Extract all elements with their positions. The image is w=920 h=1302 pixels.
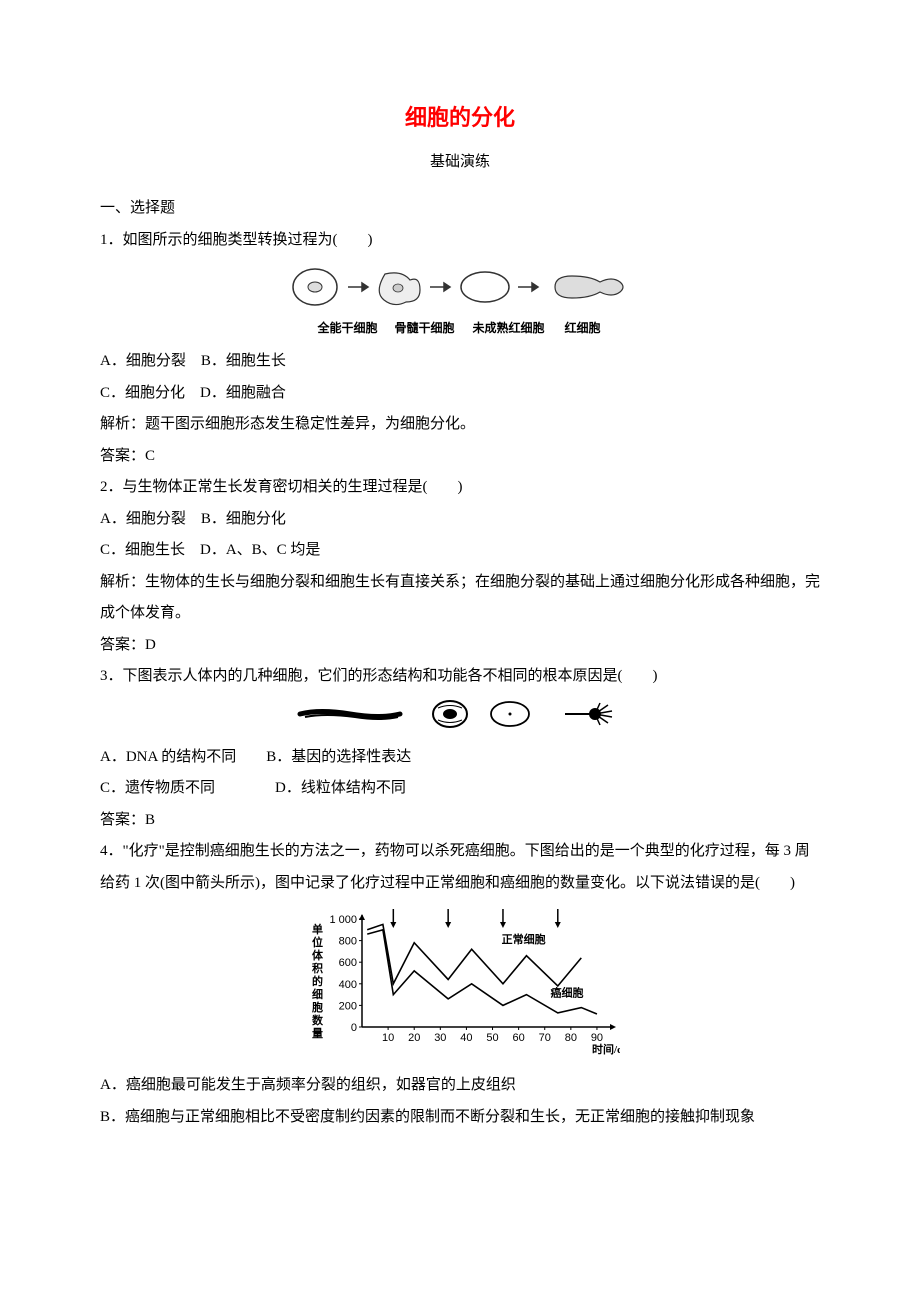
svg-text:70: 70 (539, 1032, 551, 1044)
q3-answer: 答案：B (100, 805, 820, 837)
svg-text:20: 20 (408, 1032, 420, 1044)
q3-option-c: C．遗传物质不同 D．线粒体结构不同 (100, 773, 820, 805)
svg-text:10: 10 (382, 1032, 394, 1044)
svg-text:正常细胞: 正常细胞 (502, 932, 546, 946)
svg-text:40: 40 (460, 1032, 472, 1044)
q3-option-a: A．DNA 的结构不同 B．基因的选择性表达 (100, 742, 820, 774)
svg-text:细: 细 (312, 987, 323, 1001)
svg-text:400: 400 (339, 979, 357, 991)
svg-text:胞: 胞 (312, 1000, 323, 1014)
q3-stem: 3．下图表示人体内的几种细胞，它们的形态结构和功能各不相同的根本原因是( ) (100, 661, 820, 693)
svg-text:体: 体 (312, 948, 324, 962)
svg-text:600: 600 (339, 957, 357, 969)
svg-text:的: 的 (312, 974, 323, 988)
q4-stem: 4．"化疗"是控制癌细胞生长的方法之一，药物可以杀死癌细胞。下图给出的是一个典型… (100, 836, 820, 899)
svg-text:量: 量 (312, 1027, 323, 1040)
q4-option-a: A．癌细胞最可能发生于高频率分裂的组织，如器官的上皮组织 (100, 1070, 820, 1102)
q4-chart: 单位体积的细胞数量 0 200 400 600 800 1 000 10 20 30 40 50 60 7… (100, 905, 820, 1060)
svg-text:时间/d: 时间/d (592, 1042, 620, 1055)
svg-text:90: 90 (591, 1032, 603, 1044)
q2-option-c: C．细胞生长 D．A、B、C 均是 (100, 535, 820, 567)
q1-label-b: 骨髓干细胞 (388, 319, 462, 336)
svg-text:50: 50 (486, 1032, 498, 1044)
svg-text:800: 800 (339, 936, 357, 948)
svg-text:30: 30 (434, 1032, 446, 1044)
svg-text:200: 200 (339, 1000, 357, 1012)
svg-text:数: 数 (312, 1013, 324, 1027)
q1-option-c: C．细胞分化 D．细胞融合 (100, 378, 820, 410)
q2-answer: 答案：D (100, 630, 820, 662)
svg-text:癌细胞: 癌细胞 (550, 986, 583, 1000)
section-heading: 一、选择题 (100, 193, 820, 225)
q2-stem: 2．与生物体正常生长发育密切相关的生理过程是( ) (100, 472, 820, 504)
page-title: 细胞的分化 (100, 100, 820, 132)
page-subtitle: 基础演练 (100, 150, 820, 171)
q4-option-b: B．癌细胞与正常细胞相比不受密度制约因素的限制而不断分裂和生长，无正常细胞的接触… (100, 1102, 820, 1134)
q1-diagram-labels: 全能干细胞 骨髓干细胞 未成熟红细胞 红细胞 (100, 319, 820, 336)
svg-text:0: 0 (351, 1022, 357, 1034)
svg-text:单: 单 (312, 922, 323, 936)
q1-explanation: 解析：题干图示细胞形态发生稳定性差异，为细胞分化。 (100, 409, 820, 441)
q2-option-a: A．细胞分裂 B．细胞分化 (100, 504, 820, 536)
q1-stem: 1．如图所示的细胞类型转换过程为( ) (100, 225, 820, 257)
q1-label-d: 红细胞 (556, 319, 610, 336)
svg-text:80: 80 (565, 1032, 577, 1044)
svg-text:60: 60 (513, 1032, 525, 1044)
q1-option-a: A．细胞分裂 B．细胞生长 (100, 346, 820, 378)
q2-explanation: 解析：生物体的生长与细胞分裂和细胞生长有直接关系；在细胞分裂的基础上通过细胞分化… (100, 567, 820, 630)
q3-diagram (100, 697, 820, 736)
q1-label-a: 全能干细胞 (311, 319, 385, 336)
svg-text:位: 位 (312, 935, 323, 949)
q1-diagram (100, 262, 820, 317)
q1-answer: 答案：C (100, 441, 820, 473)
svg-text:积: 积 (312, 961, 323, 975)
q1-label-c: 未成熟红细胞 (465, 319, 553, 336)
svg-text:1 000: 1 000 (329, 914, 357, 926)
